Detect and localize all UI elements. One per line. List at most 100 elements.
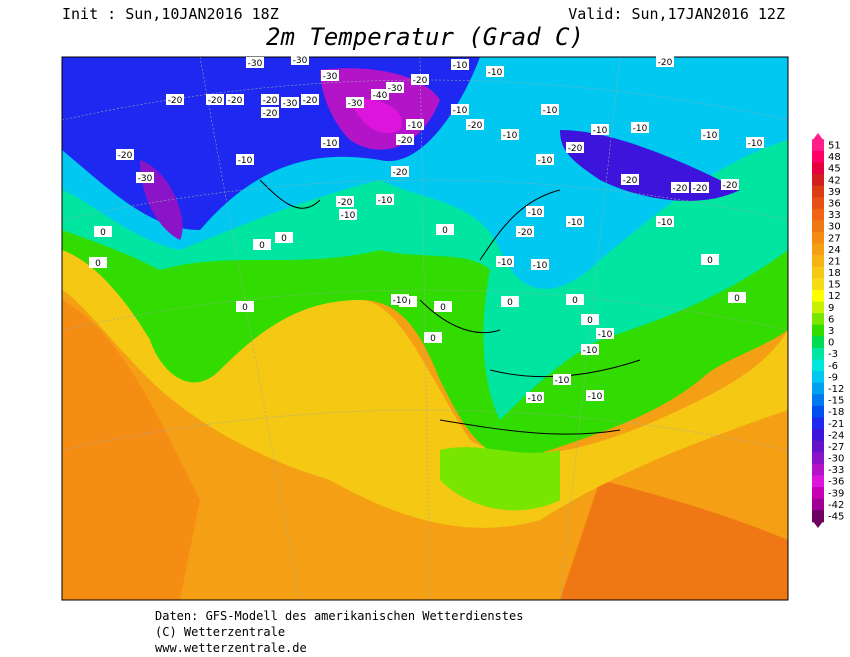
label-box bbox=[486, 66, 504, 77]
label-box bbox=[206, 94, 224, 105]
label-box bbox=[581, 314, 599, 325]
contour-value: -10 bbox=[323, 139, 338, 149]
label-box bbox=[531, 259, 549, 270]
label-box bbox=[566, 216, 584, 227]
legend-swatch bbox=[812, 452, 824, 465]
map-title: 2m Temperatur (Grad C) bbox=[266, 23, 584, 51]
contour-value: -10 bbox=[543, 106, 558, 116]
label-box bbox=[261, 94, 279, 105]
legend-label: 27 bbox=[828, 233, 841, 244]
contour-value: -10 bbox=[588, 392, 603, 402]
label-box bbox=[566, 142, 584, 153]
legend-label: 36 bbox=[828, 198, 841, 209]
legend-arrow bbox=[812, 133, 824, 141]
contour-value: 0 bbox=[707, 256, 713, 266]
contour-label: -20 bbox=[671, 182, 689, 194]
legend-label: -36 bbox=[828, 477, 844, 488]
warm-area bbox=[62, 300, 200, 600]
url-text: www.wetterzentrale.de bbox=[155, 641, 307, 655]
contour-label: -10 bbox=[339, 209, 357, 221]
label-box bbox=[261, 107, 279, 118]
legend-swatch bbox=[812, 463, 824, 476]
label-box bbox=[376, 194, 394, 205]
label-box bbox=[566, 294, 584, 305]
contour-label: 0 bbox=[275, 232, 293, 244]
label-box bbox=[496, 256, 514, 267]
label-box bbox=[691, 182, 709, 193]
contour-value: -20 bbox=[673, 184, 688, 194]
legend-swatch bbox=[812, 208, 824, 221]
contour-label: -10 bbox=[631, 122, 649, 134]
contour-label: -30 bbox=[246, 57, 264, 69]
contour-value: -20 bbox=[168, 96, 183, 106]
legend-label: 0 bbox=[828, 338, 834, 349]
contour-label: -20 bbox=[396, 134, 414, 146]
legend-swatch bbox=[812, 266, 824, 279]
contour-label: -10 bbox=[541, 104, 559, 116]
contour-label: 0 bbox=[424, 332, 442, 344]
contour-value: -10 bbox=[748, 139, 763, 149]
contour-label: -30 bbox=[346, 97, 364, 109]
label-box bbox=[656, 216, 674, 227]
label-box bbox=[89, 257, 107, 268]
contour-value: -30 bbox=[248, 59, 263, 69]
legend-label: -33 bbox=[828, 465, 844, 476]
legend-swatch bbox=[812, 429, 824, 442]
legend-swatch bbox=[812, 243, 824, 256]
contour-value: 0 bbox=[440, 303, 446, 313]
label-box bbox=[526, 392, 544, 403]
label-box bbox=[621, 174, 639, 185]
label-box bbox=[501, 296, 519, 307]
contour-label: -30 bbox=[136, 172, 154, 184]
legend-swatch bbox=[812, 301, 824, 314]
contour-value: -20 bbox=[623, 176, 638, 186]
legend-label: 42 bbox=[828, 175, 841, 186]
label-box bbox=[721, 179, 739, 190]
legend-swatch bbox=[812, 359, 824, 372]
label-box bbox=[581, 344, 599, 355]
green-area bbox=[440, 447, 560, 511]
contour-label: -10 bbox=[531, 259, 549, 271]
legend-swatch bbox=[812, 405, 824, 418]
contour-value: -20 bbox=[413, 76, 428, 86]
contour-label: 0 bbox=[236, 301, 254, 313]
legend-swatch bbox=[812, 394, 824, 407]
contour-label: 0 bbox=[253, 239, 271, 251]
contour-label: -30 bbox=[291, 54, 309, 66]
contour-value: -10 bbox=[583, 346, 598, 356]
legend-swatch bbox=[812, 498, 824, 511]
contour-value: -10 bbox=[593, 126, 608, 136]
legend-swatch bbox=[812, 347, 824, 360]
contour-value: -10 bbox=[453, 61, 468, 71]
legend-label: 51 bbox=[828, 141, 841, 152]
contour-value: -20 bbox=[693, 184, 708, 194]
contour-label: -20 bbox=[261, 94, 279, 106]
contour-label: -20 bbox=[656, 56, 674, 68]
legend-swatch bbox=[812, 185, 824, 198]
legend-label: 9 bbox=[828, 303, 834, 314]
contour-value: 0 bbox=[281, 234, 287, 244]
init-time: Init : Sun,10JAN2016 18Z bbox=[62, 5, 279, 23]
label-box bbox=[424, 332, 442, 343]
legend-swatch bbox=[812, 197, 824, 210]
legend-swatch bbox=[812, 440, 824, 453]
label-box bbox=[436, 224, 454, 235]
legend-swatch bbox=[812, 324, 824, 337]
contour-value: -20 bbox=[228, 96, 243, 106]
legend-label: 3 bbox=[828, 326, 834, 337]
label-box bbox=[281, 97, 299, 108]
contour-label: -10 bbox=[501, 129, 519, 141]
contour-value: 0 bbox=[259, 241, 265, 251]
legend-label: 15 bbox=[828, 280, 841, 291]
label-box bbox=[536, 154, 554, 165]
label-box bbox=[586, 390, 604, 401]
contour-label: -20 bbox=[621, 174, 639, 186]
contour-label: -10 bbox=[451, 104, 469, 116]
label-box bbox=[336, 196, 354, 207]
contour-label: 0 bbox=[436, 224, 454, 236]
contour-value: -10 bbox=[238, 156, 253, 166]
label-box bbox=[501, 129, 519, 140]
contour-value: -20 bbox=[263, 96, 278, 106]
contour-value: -30 bbox=[293, 56, 308, 66]
